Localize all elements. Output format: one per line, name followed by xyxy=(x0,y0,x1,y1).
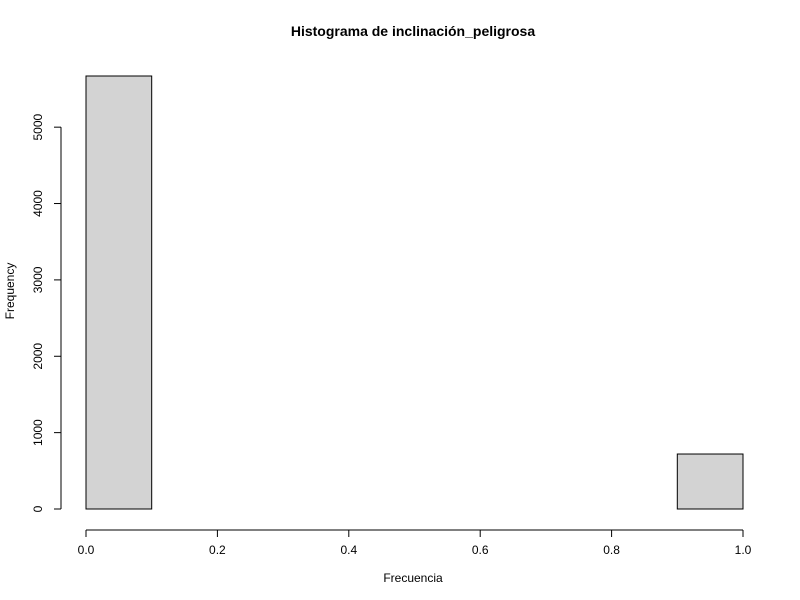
y-tick-label-5: 5000 xyxy=(31,113,45,140)
x-tick-label-3: 0.6 xyxy=(472,543,489,557)
chart-title: Histograma de inclinación_peligrosa xyxy=(291,23,536,39)
x-tick-label-0: 0.0 xyxy=(78,543,95,557)
y-tick-label-4: 4000 xyxy=(31,190,45,217)
x-tick-label-2: 0.4 xyxy=(340,543,357,557)
x-tick-label-4: 0.8 xyxy=(603,543,620,557)
y-axis: 0 1000 2000 3000 4000 5000 xyxy=(31,113,62,512)
y-tick-label-2: 2000 xyxy=(31,343,45,370)
y-tick-label-1: 1000 xyxy=(31,419,45,446)
bars-group xyxy=(85,75,744,510)
y-tick-label-0: 0 xyxy=(31,505,45,512)
y-tick-label-3: 3000 xyxy=(31,266,45,293)
x-tick-label-1: 0.2 xyxy=(209,543,226,557)
x-tick-label-5: 1.0 xyxy=(735,543,752,557)
histogram-bar-0 xyxy=(85,75,153,510)
histogram-bar-9 xyxy=(676,453,744,510)
x-axis-label: Frecuencia xyxy=(383,571,443,585)
x-axis: 0.0 0.2 0.4 0.6 0.8 1.0 xyxy=(78,529,752,557)
y-axis-label: Frequency xyxy=(3,263,17,320)
